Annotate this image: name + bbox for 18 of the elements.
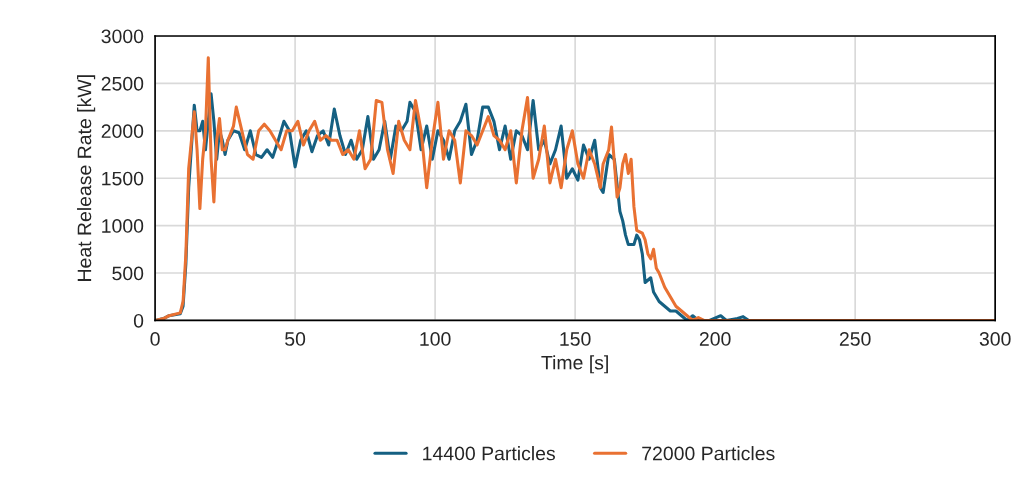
y-tick-label: 2000 (101, 124, 144, 139)
y-tick-label: 0 (133, 313, 144, 328)
x-tick-label: 200 (699, 332, 731, 346)
x-tick-label: 100 (420, 332, 451, 346)
y-tick-label: 1500 (102, 171, 144, 186)
x-tick-label: 250 (839, 332, 871, 346)
x-axis-title: Time [s] (541, 355, 608, 374)
y-tick-label: 2500 (101, 76, 144, 91)
y-tick-label: 1000 (102, 219, 144, 233)
legend-label: 14400 Particles (423, 446, 555, 461)
x-tick-label: 300 (979, 332, 1011, 346)
y-axis-title: Heat Release Rate [kW] (77, 75, 96, 281)
x-tick-label: 0 (150, 332, 160, 346)
x-tick-label: 50 (285, 332, 306, 346)
legend-label: 72000 Particles (642, 446, 775, 461)
y-tick-label: 500 (112, 266, 144, 281)
x-tick-label: 150 (560, 332, 591, 346)
y-tick-label: 3000 (101, 29, 144, 44)
